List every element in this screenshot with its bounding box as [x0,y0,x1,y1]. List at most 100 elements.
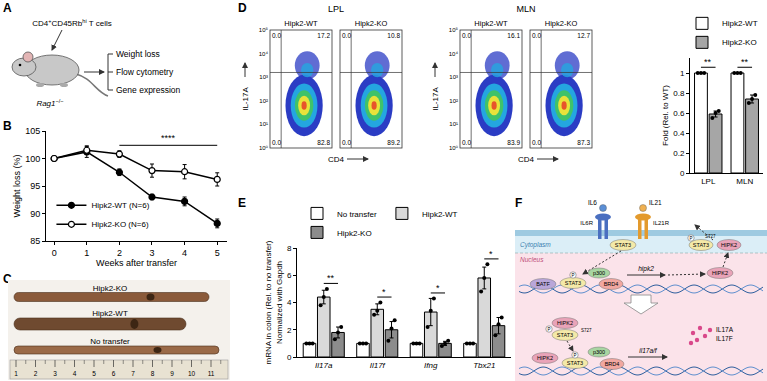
svg-text:10: 10 [188,370,196,377]
svg-text:STAT3: STAT3 [567,360,583,366]
svg-text:IL21R: IL21R [653,220,670,226]
svg-text:Hipk2-KO: Hipk2-KO [93,284,128,293]
svg-text:4: 4 [182,248,187,258]
svg-text:LPL: LPL [701,177,716,186]
svg-text:No transfer: No transfer [337,210,377,219]
svg-text:4: 4 [73,370,77,377]
svg-text:1: 1 [14,370,18,377]
svg-text:IL-17A: IL-17A [431,87,440,111]
svg-text:HIPK2: HIPK2 [721,242,737,248]
svg-text:S727: S727 [705,234,716,239]
svg-text:STAT3: STAT3 [565,280,581,286]
svg-text:4: 4 [287,298,292,307]
svg-text:2: 2 [34,370,38,377]
svg-text:Gene expression: Gene expression [116,85,181,95]
svg-text:p300: p300 [593,270,605,276]
svg-text:MLN: MLN [516,4,535,14]
svg-text:10⁴: 10⁴ [259,51,269,57]
svg-text:IL21: IL21 [649,199,662,206]
svg-text:10³: 10³ [449,74,458,80]
svg-text:*: * [436,283,440,293]
svg-text:STAT3: STAT3 [693,242,709,248]
svg-text:Tbx21: Tbx21 [473,361,495,370]
svg-text:MLN: MLN [736,177,753,186]
svg-text:0.2: 0.2 [673,149,685,158]
svg-text:**: ** [704,57,712,67]
svg-text:*: * [382,287,386,297]
svg-text:Hipk2-KO: Hipk2-KO [337,229,372,238]
svg-text:0.0: 0.0 [532,32,541,39]
svg-text:0.6: 0.6 [673,109,685,118]
svg-text:Hipk2-KO: Hipk2-KO [355,19,388,28]
svg-text:90: 90 [30,209,40,219]
svg-text:P: P [547,327,550,332]
svg-text:0.0: 0.0 [462,139,471,146]
svg-text:C: C [3,272,12,286]
svg-text:B: B [3,119,12,133]
svg-text:STAT3: STAT3 [615,242,631,248]
svg-text:89.2: 89.2 [387,139,400,146]
svg-text:5: 5 [215,248,220,258]
svg-text:7: 7 [131,370,135,377]
svg-text:Nucleus: Nucleus [520,256,544,263]
svg-text:****: **** [161,133,176,143]
svg-text:Hipk2-WT (N=6): Hipk2-WT (N=6) [91,201,149,210]
svg-text:Hipk2-KO: Hipk2-KO [722,38,757,47]
svg-text:CD4: CD4 [328,155,345,164]
svg-text:E: E [238,196,246,210]
svg-text:10²: 10² [259,98,268,104]
svg-text:2: 2 [117,248,122,258]
svg-text:0.4: 0.4 [673,129,685,138]
svg-text:5: 5 [92,370,96,377]
svg-text:*: * [489,249,493,259]
svg-text:95: 95 [30,181,40,191]
svg-text:HIPK2: HIPK2 [537,355,553,361]
svg-text:105: 105 [25,126,40,136]
svg-text:IL17F: IL17F [716,335,733,342]
svg-text:**: ** [741,57,749,67]
svg-text:83.9: 83.9 [507,139,520,146]
svg-text:Weight loss: Weight loss [116,49,160,59]
svg-text:2: 2 [287,326,292,335]
svg-text:Rag1−/−: Rag1−/− [36,98,63,108]
svg-text:Il17a: Il17a [315,361,333,370]
svg-text:IL6R: IL6R [580,220,593,226]
svg-text:Flow cytometry: Flow cytometry [116,67,174,77]
svg-text:10³: 10³ [259,74,268,80]
svg-text:87.3: 87.3 [577,139,590,146]
svg-text:Weight loss (%): Weight loss (%) [12,155,22,218]
svg-text:No transfer: No transfer [90,337,130,346]
svg-text:HIPK2: HIPK2 [712,270,728,276]
svg-text:10⁰: 10⁰ [259,145,269,151]
svg-text:0.0: 0.0 [342,139,351,146]
svg-text:0: 0 [52,248,57,258]
svg-text:S727: S727 [581,328,592,333]
svg-text:0.0: 0.0 [532,139,541,146]
svg-text:0.0: 0.0 [272,32,281,39]
svg-text:IL6: IL6 [588,199,597,206]
svg-text:CD4+CD45Rbhi T cells: CD4+CD45Rbhi T cells [32,18,111,28]
svg-text:**: ** [327,273,335,283]
svg-text:BATF: BATF [536,281,550,287]
svg-text:STAT3: STAT3 [557,332,573,338]
svg-text:85: 85 [30,236,40,246]
svg-text:10⁰: 10⁰ [449,145,459,151]
svg-text:10⁵: 10⁵ [449,27,459,33]
svg-text:10.8: 10.8 [387,32,400,39]
svg-text:HIPK2: HIPK2 [557,320,573,326]
svg-text:8: 8 [287,244,292,253]
svg-text:Hipk2-WT: Hipk2-WT [284,19,318,28]
svg-text:Hipk2-KO: Hipk2-KO [545,19,578,28]
svg-text:LPL: LPL [328,4,344,14]
svg-text:1: 1 [680,69,685,78]
svg-text:6: 6 [112,370,116,377]
svg-text:16.1: 16.1 [507,32,520,39]
svg-text:il17a/f: il17a/f [639,347,658,354]
svg-text:0.0: 0.0 [272,139,281,146]
svg-text:11: 11 [208,370,215,377]
svg-text:1: 1 [84,248,89,258]
svg-text:BRD4: BRD4 [605,361,620,367]
svg-text:Hipk2-WT: Hipk2-WT [422,210,458,219]
svg-text:100: 100 [25,154,40,164]
svg-text:10²: 10² [449,98,458,104]
